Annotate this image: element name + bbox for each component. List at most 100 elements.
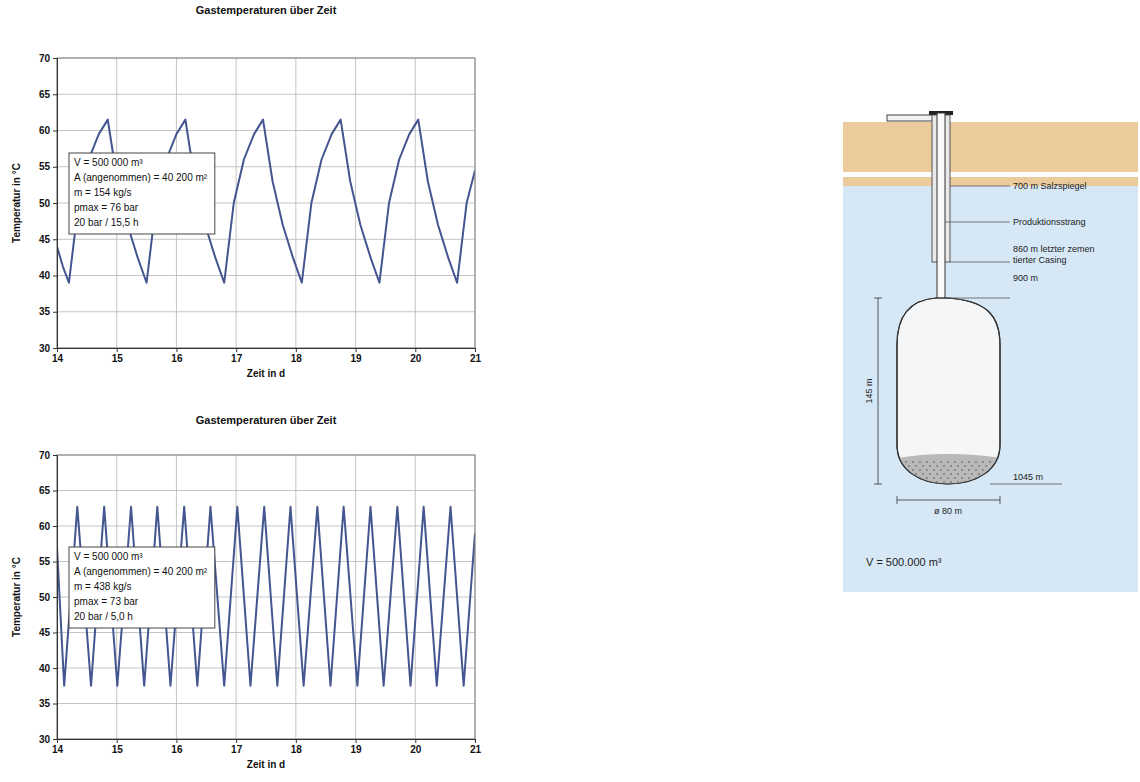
plot-frame: [57, 58, 475, 348]
grid-line-y: [57, 311, 475, 312]
overburden-layer: [843, 122, 1138, 186]
grid: [57, 455, 475, 739]
y-tick-mark: [53, 203, 57, 204]
sump-grain: [940, 469, 942, 471]
grid-line-y: [57, 275, 475, 276]
y-tick: 65: [39, 485, 57, 496]
sump-grain: [943, 481, 945, 483]
y-tick: 35: [39, 306, 57, 317]
x-tick: 18: [291, 348, 303, 364]
grid-line-y: [57, 94, 475, 95]
plot-frame: [57, 455, 475, 739]
sump-grain: [926, 477, 928, 479]
sump-grain: [954, 477, 956, 479]
x-tick-mark: [117, 348, 118, 352]
series-group: [57, 507, 475, 686]
sump-grain: [947, 469, 949, 471]
y-tick: 30: [39, 734, 57, 745]
sump-grain: [912, 469, 914, 471]
x-tick-label: 21: [470, 353, 482, 364]
y-tick-label: 35: [39, 306, 51, 317]
x-tick-label: 15: [112, 744, 124, 755]
dimension-tick: [897, 496, 898, 504]
annotation-text: pmax = 73 bar: [74, 596, 139, 607]
sump-grain: [926, 469, 928, 471]
y-tick-label: 60: [39, 521, 51, 532]
label-salzspiegel: 700 m Salzspiegel: [1013, 181, 1087, 191]
sump-grain: [975, 469, 977, 471]
sump-grain: [943, 473, 945, 475]
y-axis: 303540455055606570: [39, 450, 58, 745]
x-tick-label: 16: [171, 353, 183, 364]
annotation-text: V = 500 000 m³: [74, 551, 143, 562]
sump: [890, 454, 1010, 490]
sump-grain: [915, 481, 917, 483]
plot-area: [57, 455, 475, 739]
leader-bottom: [990, 484, 1062, 485]
x-tick-mark: [296, 348, 297, 352]
sump-grain: [989, 477, 991, 479]
x-tick: 20: [410, 739, 422, 755]
sump-grain: [964, 465, 966, 467]
y-tick-label: 55: [39, 556, 51, 567]
sump-grain: [947, 461, 949, 463]
annotation-text: A (angenommen) = 40 200 m²: [74, 172, 208, 183]
x-axis-line: [58, 740, 476, 744]
x-tick-mark: [176, 348, 177, 352]
y-axis-line: [53, 456, 58, 740]
label-height: 145 m: [864, 378, 874, 403]
x-tick-label: 16: [171, 744, 183, 755]
figure: Gastemperaturen über Zeit 14 15 16 17 18 19 20 2…: [0, 0, 1140, 782]
label-top: 900 m: [1013, 273, 1038, 283]
sump-grain: [950, 473, 952, 475]
sump-grain: [915, 465, 917, 467]
sump-grain: [905, 461, 907, 463]
grid: [57, 58, 475, 348]
chart-title: Gastemperaturen über Zeit: [196, 414, 337, 426]
sump-grain: [992, 473, 994, 475]
sump-grain: [978, 465, 980, 467]
sump-grain: [982, 469, 984, 471]
layer-gap: [843, 172, 1138, 177]
x-tick-label: 21: [470, 744, 482, 755]
y-tick-mark: [53, 131, 57, 132]
x-tick-label: 17: [231, 744, 243, 755]
y-tick-label: 35: [39, 698, 51, 709]
sump-grain: [905, 477, 907, 479]
y-tick-label: 45: [39, 627, 51, 638]
y-tick: 55: [39, 161, 57, 172]
production-string: [937, 113, 945, 300]
sump-grain: [982, 461, 984, 463]
sump-grain: [943, 465, 945, 467]
sump-grain: [929, 473, 931, 475]
sump-grain: [978, 473, 980, 475]
sump-grain: [940, 477, 942, 479]
y-tick-mark: [53, 276, 57, 277]
label-casing: tierter Casing: [1013, 255, 1067, 265]
cavern-outline: [897, 298, 1000, 484]
sump-grain: [950, 465, 952, 467]
grid-line-y: [57, 490, 475, 491]
sump-grain: [933, 477, 935, 479]
x-tick: 14: [52, 739, 64, 755]
sump-grain: [996, 469, 998, 471]
sump-grain: [933, 461, 935, 463]
x-tick: 17: [231, 348, 243, 364]
y-tick-mark: [53, 348, 57, 349]
grid-line-x: [295, 58, 296, 348]
sump-grain: [947, 477, 949, 479]
annotation-text: 20 bar / 15,5 h: [74, 217, 139, 228]
y-tick-label: 40: [39, 270, 51, 281]
y-tick-label: 50: [39, 592, 51, 603]
x-tick: 19: [351, 739, 363, 755]
y-tick-label: 30: [39, 734, 51, 745]
sump-grain: [996, 477, 998, 479]
x-tick-label: 14: [52, 744, 64, 755]
y-tick-mark: [53, 739, 57, 740]
y-tick-mark: [53, 633, 57, 634]
annotation-background: [69, 547, 215, 628]
x-tick-label: 14: [52, 353, 64, 364]
dimension-diameter: [897, 500, 1000, 501]
y-tick-label: 65: [39, 89, 51, 100]
sump-grain: [954, 469, 956, 471]
